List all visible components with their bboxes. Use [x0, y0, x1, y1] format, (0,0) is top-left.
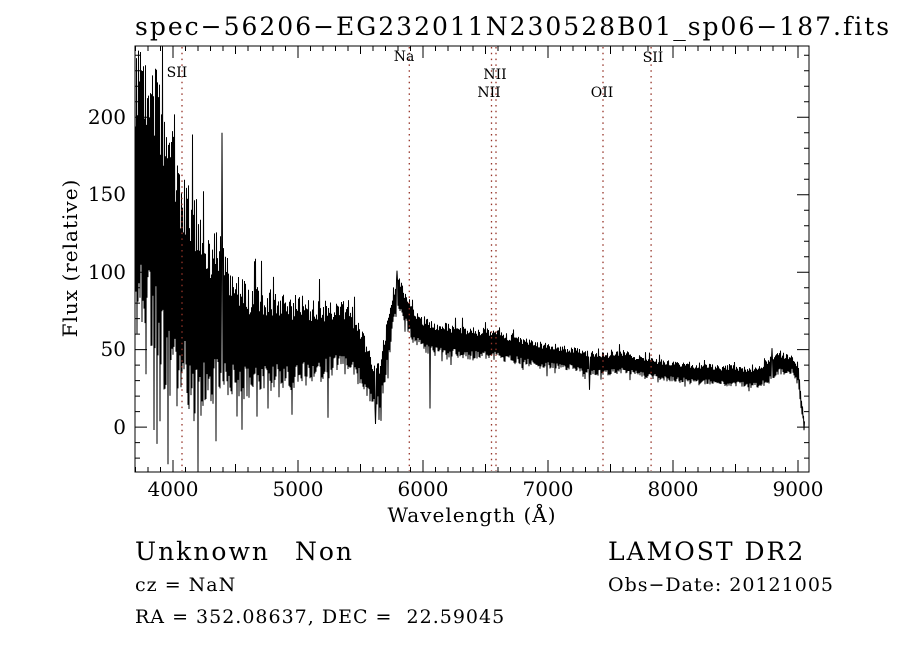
x-tick-label-5000: 5000: [272, 477, 324, 501]
y-tick-label-200: 200: [87, 105, 126, 129]
line-marker-label-nii-6584: NII: [477, 85, 501, 101]
x-tick-label-4000: 4000: [147, 477, 199, 501]
spectrum-trace: [134, 45, 805, 469]
line-marker-label-sii-4072: SII: [166, 65, 188, 81]
subclass-label: Non: [295, 537, 355, 566]
cz-value: cz = NaN: [135, 574, 237, 596]
y-tick-label-150: 150: [87, 182, 126, 206]
survey-label: LAMOST DR2: [608, 537, 806, 566]
y-tick-label-50: 50: [100, 337, 126, 361]
class-label: Unknown: [135, 537, 270, 566]
y-tick-label-0: 0: [113, 415, 126, 439]
x-axis-title: Wavelength (Å): [387, 503, 557, 527]
line-marker-label-na: Na: [393, 49, 415, 65]
axis-ticks: [135, 46, 809, 472]
line-marker-label-nii-6548: NII: [483, 67, 507, 83]
y-axis-title: Flux (relative): [58, 178, 82, 338]
line-marker-label-sii-7825: SII: [642, 50, 664, 66]
y-tick-label-100: 100: [87, 260, 126, 284]
plot-border: [134, 45, 810, 473]
x-tick-label-7000: 7000: [522, 477, 574, 501]
obs-date-value: Obs−Date: 20121005: [608, 574, 834, 596]
x-tick-label-9000: 9000: [772, 477, 824, 501]
ra-dec-value: RA = 352.08637, DEC = 22.59045: [135, 606, 506, 628]
line-marker-label-oii: OII: [590, 85, 614, 101]
x-tick-label-8000: 8000: [647, 477, 699, 501]
x-tick-label-6000: 6000: [397, 477, 449, 501]
plot-title: spec−56206−EG232011N230528B01_sp06−187.f…: [135, 12, 892, 41]
